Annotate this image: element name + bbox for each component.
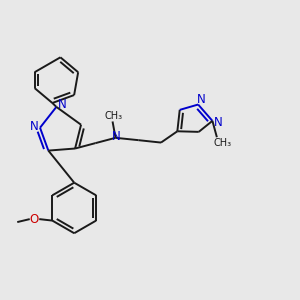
Text: N: N (197, 93, 206, 106)
Text: N: N (58, 98, 67, 111)
Text: CH₃: CH₃ (105, 110, 123, 121)
Text: N: N (213, 116, 222, 129)
Text: O: O (30, 213, 39, 226)
Text: N: N (30, 120, 38, 133)
Text: N: N (111, 130, 120, 143)
Text: CH₃: CH₃ (213, 138, 231, 148)
